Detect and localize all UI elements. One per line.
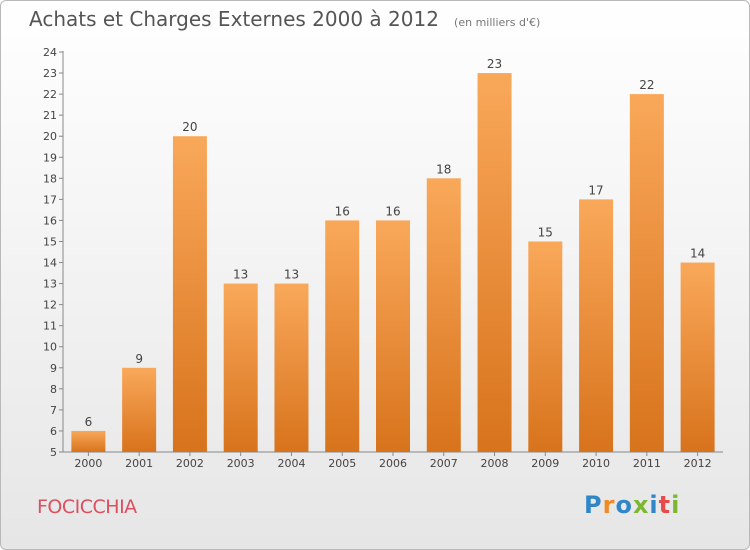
x-tick-label: 2002 (176, 457, 204, 470)
data-label: 16 (335, 204, 350, 218)
x-tick-label: 2012 (684, 457, 712, 470)
y-tick-label: 12 (43, 299, 57, 312)
bar (172, 136, 207, 453)
y-tick-label: 10 (43, 341, 57, 354)
y-tick-label: 7 (50, 404, 57, 417)
proxiti-logo: Proxiti (584, 491, 681, 519)
x-tick-label: 2001 (125, 457, 153, 470)
y-tick-label: 23 (43, 67, 57, 80)
y-tick-label: 5 (50, 446, 57, 459)
data-label: 13 (284, 268, 299, 282)
chart-title: Achats et Charges Externes 2000 à 2012 (29, 7, 439, 31)
y-tick-label: 24 (43, 46, 57, 59)
y-tick-label: 14 (43, 257, 57, 270)
data-label: 23 (487, 57, 502, 71)
y-tick-label: 17 (43, 193, 57, 206)
bar (376, 220, 410, 452)
bar (325, 220, 360, 452)
y-tick-label: 9 (50, 362, 57, 375)
x-tick-label: 2005 (328, 457, 356, 470)
y-tick-label: 19 (43, 151, 57, 164)
x-tick-label: 2000 (74, 457, 102, 470)
data-label: 18 (436, 162, 451, 176)
data-label: 15 (538, 225, 553, 239)
data-label: 6 (85, 415, 93, 429)
bar (629, 94, 664, 453)
y-tick-label: 21 (43, 109, 57, 122)
data-label: 13 (233, 268, 248, 282)
y-tick-label: 6 (50, 425, 57, 438)
x-tick-label: 2009 (531, 457, 559, 470)
x-tick-label: 2010 (582, 457, 610, 470)
data-label: 16 (385, 204, 400, 218)
y-tick-label: 18 (43, 172, 57, 185)
chart-subtitle: (en milliers d'€) (454, 16, 541, 29)
y-tick-label: 22 (43, 88, 57, 101)
bar (426, 178, 461, 452)
x-tick-label: 2007 (430, 457, 458, 470)
bar (477, 73, 512, 452)
bar (680, 262, 715, 452)
y-tick-label: 8 (50, 383, 57, 396)
x-tick-label: 2004 (277, 457, 305, 470)
commune-name: FOCICCHIA (37, 496, 137, 518)
bar (122, 367, 157, 452)
data-label: 20 (182, 120, 197, 134)
x-tick-label: 2008 (481, 457, 509, 470)
x-tick-label: 2006 (379, 457, 407, 470)
bar (274, 283, 309, 452)
data-label: 17 (588, 183, 603, 197)
y-tick-label: 15 (43, 235, 57, 248)
y-tick-label: 13 (43, 278, 57, 291)
x-tick-label: 2011 (633, 457, 661, 470)
y-tick-label: 11 (43, 320, 57, 333)
data-label: 22 (639, 78, 654, 92)
title-row: Achats et Charges Externes 2000 à 2012 (… (29, 7, 540, 31)
bar (528, 241, 563, 452)
data-label: 14 (690, 247, 705, 261)
y-tick-label: 16 (43, 214, 57, 227)
y-tick-label: 20 (43, 130, 57, 143)
bar (71, 430, 106, 452)
bar (223, 283, 258, 452)
x-tick-label: 2003 (227, 457, 255, 470)
data-label: 9 (135, 352, 143, 366)
bar (579, 199, 614, 452)
